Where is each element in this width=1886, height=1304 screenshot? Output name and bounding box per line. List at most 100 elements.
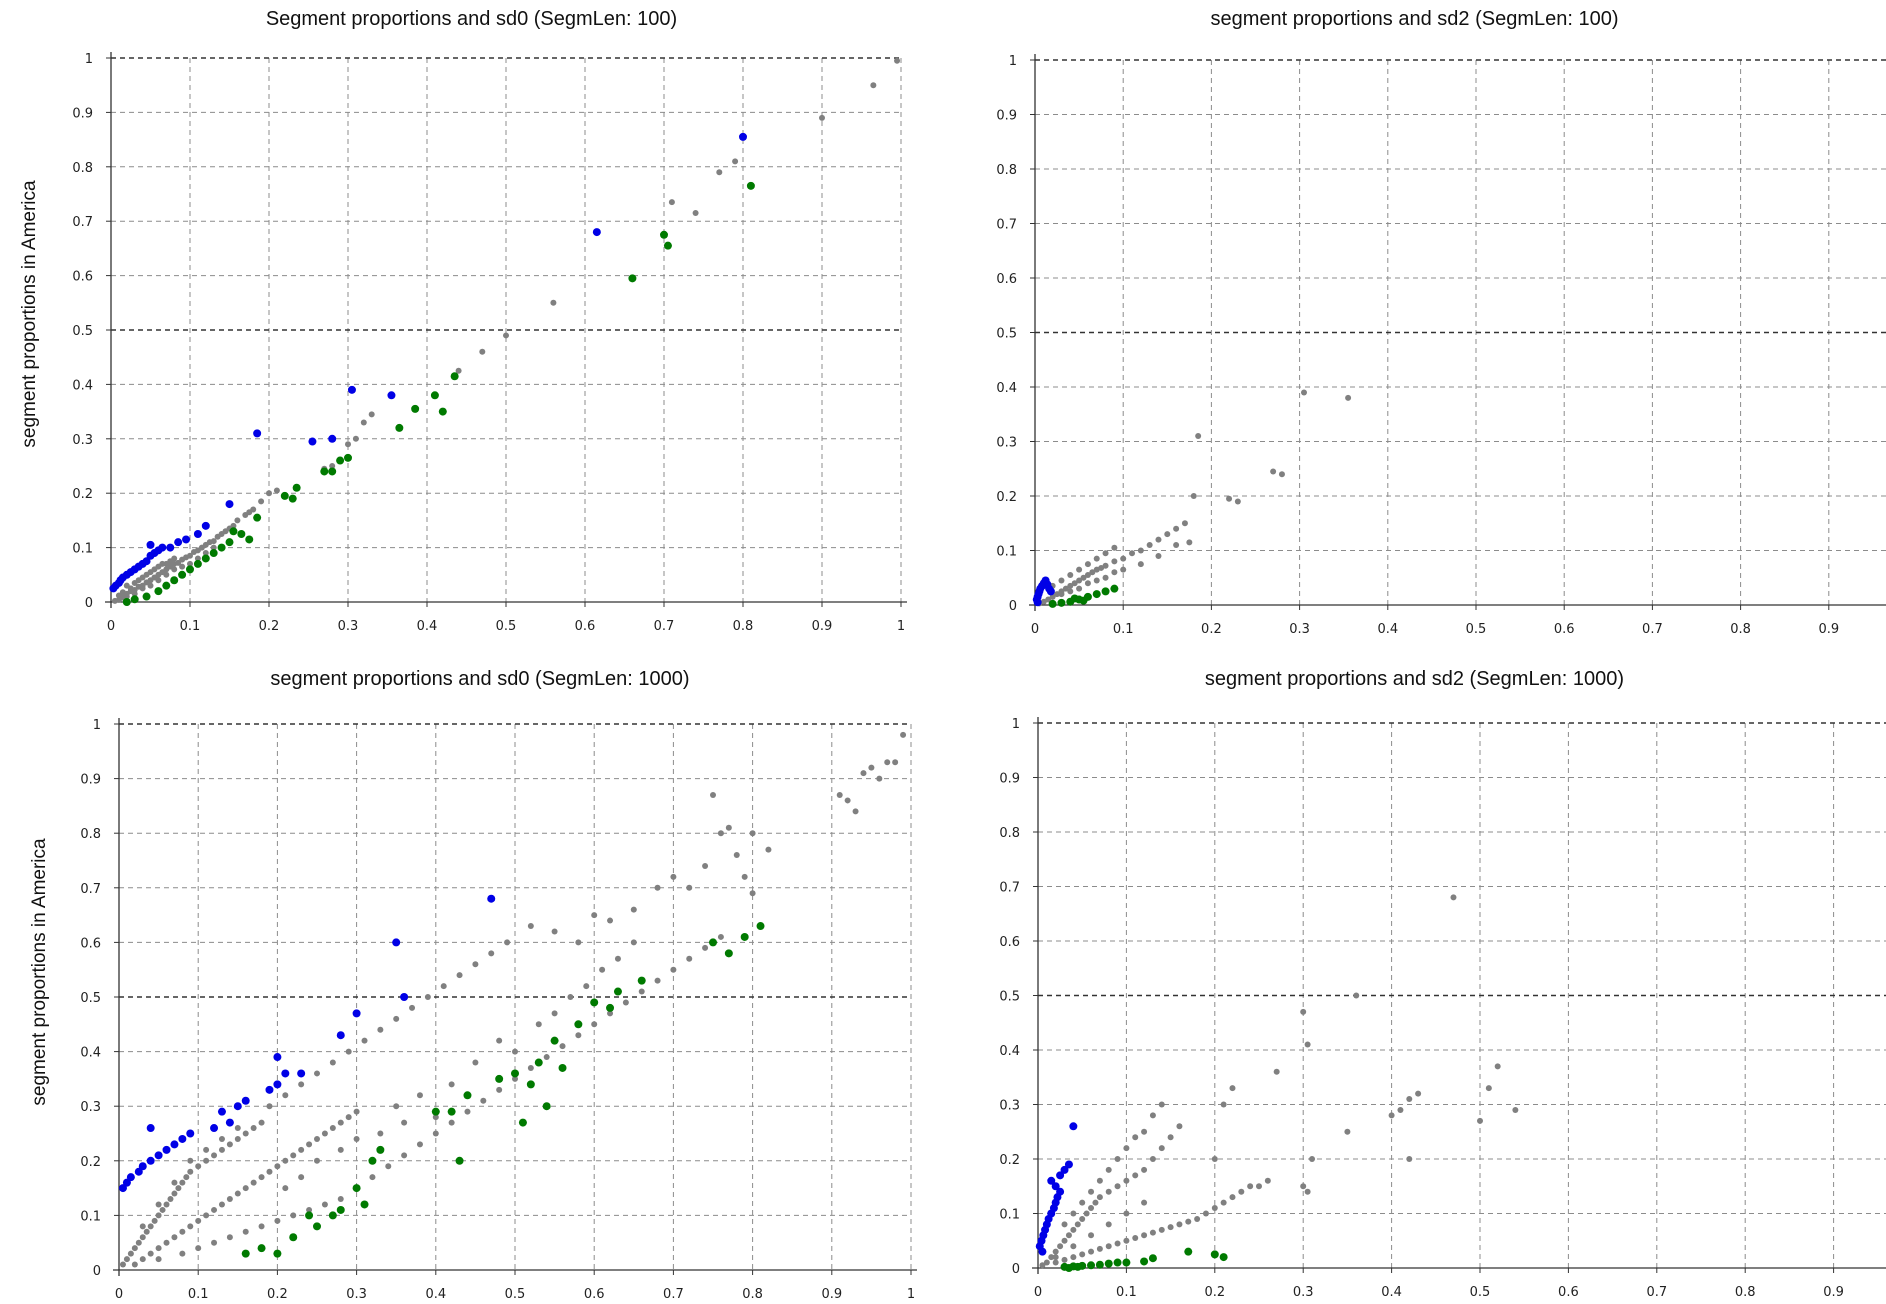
data-point-gray — [1129, 550, 1136, 557]
data-point-gray — [1123, 1177, 1130, 1184]
data-point-green — [1073, 1262, 1082, 1271]
data-point-gray — [670, 966, 677, 973]
data-point-gray — [1080, 574, 1087, 581]
data-point-green — [1219, 1253, 1228, 1262]
data-point-blue — [162, 1145, 171, 1154]
data-point-gray — [692, 210, 699, 217]
y-tick-label: 0.6 — [999, 935, 1020, 950]
data-point-gray — [741, 873, 748, 880]
data-point-gray — [836, 791, 843, 798]
y-tick-label: 0.8 — [996, 163, 1017, 178]
scatter-plot: 0 0.1 0.2 0.3 0.4 0.5 0.6 0.7 0.8 0.9 1 0 0.1 0.2 0.3 0… — [996, 54, 1886, 637]
data-point-blue — [400, 993, 409, 1001]
data-point-green — [637, 976, 646, 985]
data-point-green — [1104, 1259, 1113, 1268]
y-tick-label: 0.8 — [72, 161, 93, 176]
data-point-gray — [1067, 572, 1074, 579]
data-point-gray — [151, 1217, 158, 1224]
data-point-gray — [717, 830, 724, 837]
data-point-gray — [139, 1256, 146, 1263]
data-point-gray — [1226, 495, 1233, 502]
x-tick-label: 0.2 — [1201, 622, 1222, 637]
data-point-gray — [1278, 471, 1285, 478]
data-point-blue — [146, 1156, 155, 1165]
data-point-gray — [1070, 1226, 1077, 1233]
data-point-gray — [1065, 1232, 1072, 1239]
data-point-green — [724, 949, 733, 958]
y-tick-label: 1 — [1009, 54, 1017, 69]
data-point-gray — [1067, 588, 1074, 595]
data-point-gray — [1079, 1215, 1086, 1222]
y-tick-label: 0.8 — [999, 826, 1020, 841]
data-point-gray — [393, 1103, 400, 1110]
data-point-gray — [670, 873, 677, 880]
data-point-gray — [1102, 550, 1109, 557]
y-tick-label: 0.1 — [996, 545, 1017, 560]
data-point-gray — [143, 571, 150, 578]
scatter-plot: 0 0.1 0.2 0.3 0.4 0.5 0.6 0.7 0.8 0.9 1 0 0.1 0.2 0.3 0… — [999, 717, 1886, 1300]
data-point-gray — [1149, 1112, 1156, 1119]
data-point-gray — [1045, 596, 1052, 603]
data-point-gray — [1176, 1123, 1183, 1130]
data-point-green — [550, 1036, 559, 1045]
data-point-gray — [1155, 536, 1162, 543]
data-point-gray — [203, 1157, 210, 1164]
data-point-gray — [1173, 542, 1180, 549]
data-point-gray — [894, 57, 901, 64]
data-point-gray — [290, 1152, 297, 1159]
data-point-gray — [314, 1135, 320, 1142]
data-point-gray — [1300, 1183, 1307, 1190]
data-point-gray — [1353, 992, 1360, 999]
data-point-green — [455, 1156, 464, 1165]
data-point-gray — [171, 1179, 178, 1186]
data-point-gray — [1137, 547, 1144, 554]
y-tick-label: 0 — [85, 596, 93, 611]
data-point-gray — [1149, 1156, 1156, 1162]
data-point-blue — [166, 543, 175, 552]
x-tick-label: 0.3 — [1293, 1285, 1314, 1300]
data-point-blue — [158, 543, 167, 552]
data-point-gray — [155, 577, 162, 584]
data-point-green — [756, 922, 765, 931]
data-point-gray — [147, 1250, 154, 1257]
data-point-blue — [387, 391, 396, 400]
data-point-gray — [274, 1163, 281, 1170]
data-point-gray — [163, 571, 170, 578]
data-point-gray — [488, 950, 495, 957]
data-point-green — [320, 467, 329, 476]
data-point-green — [245, 535, 254, 544]
data-point-gray — [131, 1261, 138, 1268]
data-point-gray — [607, 917, 614, 924]
data-point-green — [1113, 1258, 1122, 1267]
data-point-gray — [1084, 580, 1091, 587]
data-point-gray — [226, 1141, 233, 1148]
data-point-gray — [1061, 1256, 1068, 1263]
data-point-blue — [210, 1124, 219, 1133]
y-tick-label: 0.2 — [999, 1153, 1020, 1168]
data-point-blue — [1046, 587, 1055, 596]
data-point-gray — [329, 1059, 336, 1066]
data-point-gray — [503, 332, 509, 339]
data-point-gray — [1043, 1259, 1050, 1266]
data-point-green — [495, 1074, 504, 1083]
data-point-gray — [1415, 1090, 1422, 1097]
y-tick-label: 0.2 — [996, 490, 1017, 505]
x-tick-label: 0.9 — [1823, 1285, 1844, 1300]
data-point-gray — [175, 1185, 182, 1192]
data-point-blue — [170, 1140, 179, 1149]
data-point-gray — [119, 589, 126, 596]
data-point-gray — [732, 158, 739, 165]
y-tick-label: 0.7 — [80, 882, 101, 897]
data-point-gray — [337, 1119, 344, 1126]
data-point-gray — [852, 808, 859, 815]
data-point-gray — [139, 1234, 146, 1241]
x-tick-label: 0.2 — [259, 619, 280, 634]
y-tick-label: 1 — [1012, 717, 1020, 732]
data-point-green — [740, 932, 749, 941]
data-point-gray — [1238, 1188, 1245, 1195]
data-point-gray — [210, 544, 217, 551]
data-point-gray — [1123, 1145, 1130, 1152]
y-tick-label: 0.9 — [72, 106, 93, 121]
data-point-blue — [241, 1096, 250, 1105]
data-point-gray — [266, 1168, 273, 1175]
